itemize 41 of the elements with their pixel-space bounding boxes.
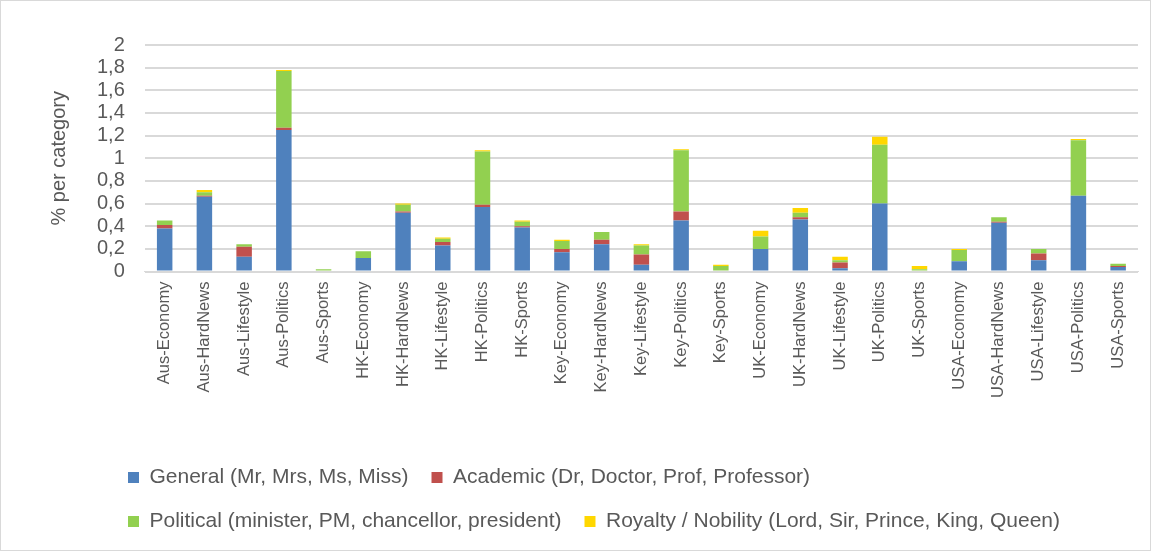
x-tick-label: Key-HardNews — [591, 281, 610, 393]
x-tick-label: Key-Lifestyle — [630, 281, 649, 377]
x-tick-label: Aus-Economy — [154, 280, 173, 385]
x-tick-label: HK-Sports — [511, 281, 530, 358]
legend-label: Royalty / Nobility (Lord, Sir, Prince, King, Queen) — [605, 508, 1061, 532]
x-tick-label: USA-Politics — [1067, 281, 1086, 374]
legend-label: Political (minister, PM, chancellor, president) — [149, 508, 562, 532]
x-tick-label: UK-Politics — [869, 281, 888, 363]
x-tick-label: Aus-Politics — [273, 281, 292, 368]
x-tick-label: HK-Politics — [472, 281, 491, 363]
x-tick-label: USA-Economy — [948, 280, 967, 390]
y-tick-label: 2 — [113, 32, 125, 55]
x-tick-label: HK-Lifestyle — [432, 281, 451, 371]
y-axis-title: % per category — [46, 91, 69, 226]
y-tick-label: 0,6 — [96, 191, 125, 214]
x-tick-label: UK-Sports — [909, 281, 928, 358]
x-tick-label: USA-Sports — [1107, 281, 1126, 369]
x-tick-label: Aus-Lifestyle — [233, 281, 252, 377]
x-tick-label: UK-Economy — [750, 280, 769, 379]
y-tick-label: 0 — [113, 259, 125, 282]
x-tick-label: Aus-Sports — [313, 281, 332, 364]
x-tick-label: Key-Politics — [670, 281, 689, 368]
x-tick-label: USA-Lifestyle — [1028, 281, 1047, 382]
y-tick-label: 0,8 — [96, 168, 125, 191]
y-tick-label: 1,4 — [96, 100, 125, 123]
y-tick-label: 0,4 — [96, 213, 125, 236]
x-tick-label: Aus-HardNews — [193, 281, 212, 393]
x-tick-label: USA-HardNews — [988, 281, 1007, 399]
y-tick-label: 1,8 — [96, 55, 125, 78]
y-tick-label: 1,2 — [96, 123, 125, 146]
x-tick-label: HK-Economy — [352, 280, 371, 379]
legend-label: Academic (Dr, Doctor, Prof, Professor) — [453, 464, 811, 488]
x-tick-label: HK-HardNews — [392, 281, 411, 387]
x-tick-label: UK-HardNews — [789, 281, 808, 387]
x-tick-label: Key-Economy — [551, 280, 570, 385]
y-tick-label: 1 — [113, 145, 125, 168]
y-tick-label: 0,2 — [96, 236, 125, 259]
legend-label: General (Mr, Mrs, Ms, Miss) — [149, 464, 409, 488]
x-tick-label: UK-Lifestyle — [829, 281, 848, 371]
y-tick-label: 1,6 — [96, 77, 125, 100]
x-tick-label: Key-Sports — [710, 281, 729, 364]
